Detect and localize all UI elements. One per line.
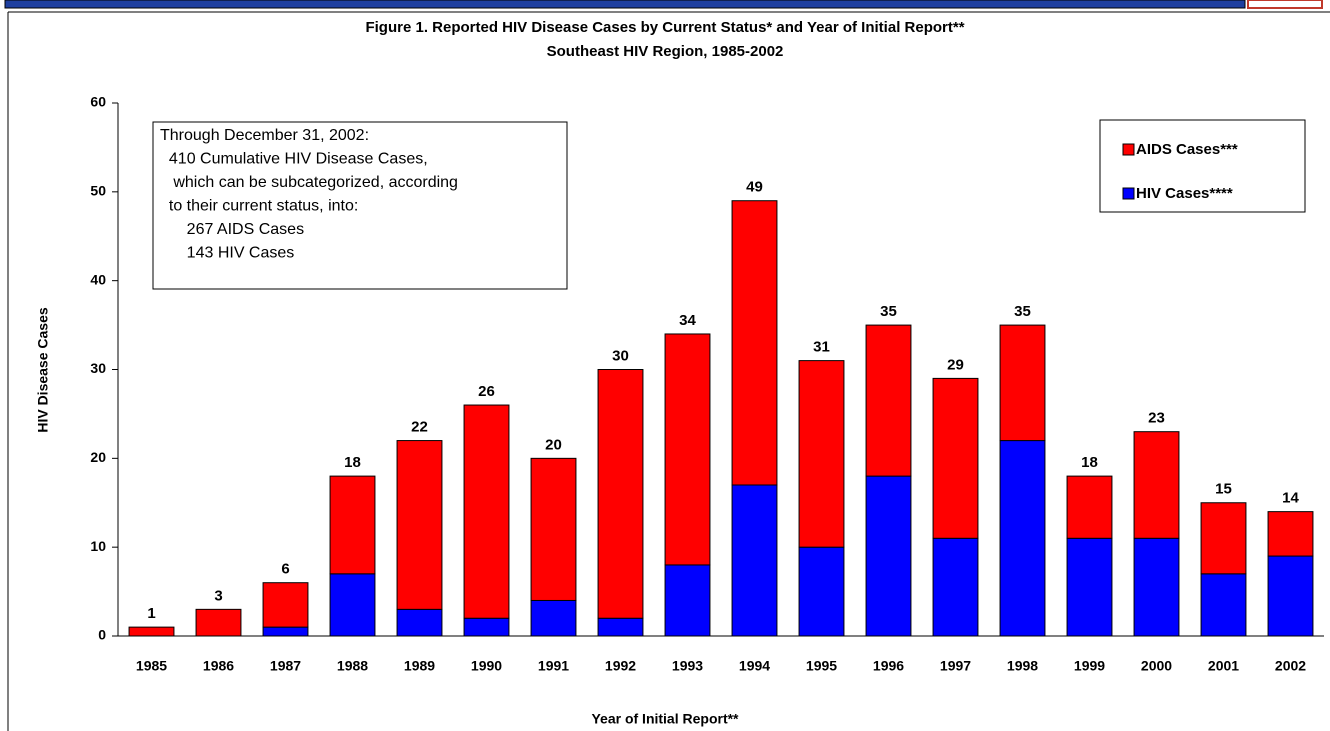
bar-segment — [1200, 502, 1247, 575]
bar-segment — [597, 369, 644, 619]
bar-segment — [262, 582, 309, 628]
y-tick-label: 60 — [90, 94, 106, 110]
x-tick-label: 1985 — [136, 658, 167, 674]
total-label: 1 — [147, 605, 155, 622]
annotation-line: to their current status, into: — [160, 198, 358, 215]
x-tick-label: 2002 — [1275, 658, 1306, 674]
bar-segment — [128, 626, 175, 637]
total-label: 6 — [281, 561, 289, 578]
legend-label: AIDS Cases*** — [1136, 141, 1238, 158]
bar-segment — [597, 617, 644, 637]
chart-title: Figure 1. Reported HIV Disease Cases by … — [365, 19, 964, 36]
x-tick-label: 1993 — [672, 658, 703, 674]
total-label: 15 — [1215, 481, 1232, 498]
x-tick-label: 1988 — [337, 658, 368, 674]
total-label: 26 — [478, 383, 495, 400]
x-tick-label: 1991 — [538, 658, 569, 674]
x-tick-label: 1997 — [940, 658, 971, 674]
total-label: 29 — [947, 356, 964, 373]
total-label: 35 — [880, 303, 897, 320]
y-tick-label: 0 — [98, 627, 106, 643]
y-tick-label: 10 — [90, 538, 106, 554]
bar-segment — [530, 457, 577, 601]
x-tick-label: 2000 — [1141, 658, 1172, 674]
x-axis-label: Year of Initial Report** — [591, 711, 739, 727]
x-tick-label: 1987 — [270, 658, 301, 674]
total-label: 23 — [1148, 410, 1165, 427]
bar-segment — [865, 324, 912, 477]
total-label: 31 — [813, 339, 830, 356]
x-tick-label: 1986 — [203, 658, 234, 674]
bar-segment — [396, 440, 443, 610]
top-box — [1247, 0, 1323, 9]
legend-swatch — [1122, 187, 1135, 200]
x-tick-label: 1994 — [739, 658, 770, 674]
bar-segment — [999, 440, 1046, 637]
total-label: 3 — [214, 587, 222, 604]
total-label: 22 — [411, 419, 428, 436]
annotation-box — [152, 121, 568, 290]
bar-segment — [530, 599, 577, 637]
bar-segment — [798, 360, 845, 548]
annotation-line: which can be subcategorized, according — [160, 174, 458, 191]
x-tick-label: 2001 — [1208, 658, 1239, 674]
bar-segment — [798, 546, 845, 637]
x-tick-label: 1999 — [1074, 658, 1105, 674]
bar-segment — [396, 608, 443, 637]
bar-segment — [1133, 431, 1180, 539]
total-label: 20 — [545, 436, 562, 453]
bar-segment — [1066, 537, 1113, 637]
total-label: 14 — [1282, 490, 1299, 507]
x-tick-label: 1990 — [471, 658, 502, 674]
total-label: 18 — [1081, 454, 1098, 471]
bar-segment — [1066, 475, 1113, 539]
chart-subtitle: Southeast HIV Region, 1985-2002 — [547, 43, 784, 60]
y-tick-label: 50 — [90, 183, 106, 199]
total-label: 34 — [679, 312, 696, 329]
annotation-line: 267 AIDS Cases — [160, 221, 304, 238]
bar-segment — [1200, 573, 1247, 637]
bar-segment — [329, 475, 376, 575]
x-tick-label: 1992 — [605, 658, 636, 674]
bar-segment — [664, 333, 711, 566]
legend-swatch — [1122, 143, 1135, 156]
bar-segment — [195, 608, 242, 637]
annotation-line: 410 Cumulative HIV Disease Cases, — [160, 151, 428, 168]
x-tick-label: 1995 — [806, 658, 837, 674]
y-tick-label: 40 — [90, 271, 106, 287]
y-tick-label: 20 — [90, 449, 106, 465]
annotation-line: Through December 31, 2002: — [160, 127, 369, 144]
bar-segment — [731, 484, 778, 637]
total-label: 35 — [1014, 303, 1031, 320]
x-tick-label: 1996 — [873, 658, 904, 674]
bar-segment — [731, 200, 778, 486]
bar-segment — [1267, 555, 1314, 637]
top-strip — [4, 0, 1246, 9]
total-label: 30 — [612, 347, 629, 364]
total-label: 49 — [746, 179, 763, 196]
y-tick-label: 30 — [90, 360, 106, 376]
bar-segment — [463, 404, 510, 619]
bar-segment — [1133, 537, 1180, 637]
x-tick-label: 1989 — [404, 658, 435, 674]
legend-label: HIV Cases**** — [1136, 185, 1233, 202]
annotation-line: 143 HIV Cases — [160, 245, 294, 262]
bar-segment — [865, 475, 912, 637]
bar-segment — [664, 564, 711, 637]
bar-segment — [999, 324, 1046, 442]
x-tick-label: 1998 — [1007, 658, 1038, 674]
bar-segment — [262, 626, 309, 637]
bar-segment — [932, 377, 979, 539]
bar-segment — [1267, 511, 1314, 557]
bar-segment — [329, 573, 376, 637]
total-label: 18 — [344, 454, 361, 471]
y-axis-label: HIV Disease Cases — [35, 307, 51, 433]
bar-segment — [463, 617, 510, 637]
bar-segment — [932, 537, 979, 637]
